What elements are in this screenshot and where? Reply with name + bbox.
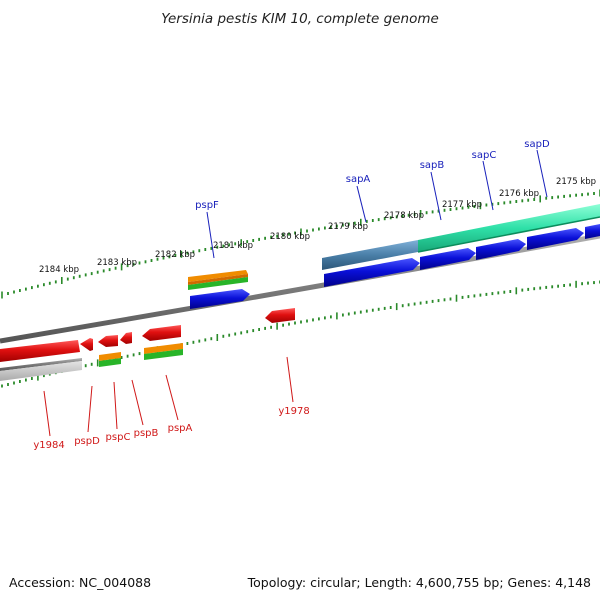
- pspb-cds-arrow: [120, 332, 132, 344]
- outer-scale-track: [1, 189, 600, 299]
- gene-label-pspa: pspA: [168, 423, 193, 434]
- pspc-leader: [113, 381, 118, 430]
- reverse-strand-features: [0, 308, 295, 381]
- scale-label-2175: 2175 kbp: [556, 177, 596, 187]
- y1978-cds-arrow: [265, 308, 295, 323]
- forward-leader-lines: [206, 149, 548, 259]
- gene-label-sapb: sapB: [420, 160, 445, 171]
- y1984-leader: [43, 390, 51, 437]
- scale-label-2182: 2182 kbp: [155, 250, 195, 260]
- y1984-cds-arrow: [0, 340, 80, 362]
- scale-label-2178: 2178 kbp: [384, 211, 424, 221]
- pspf-orange-feature: [188, 270, 248, 282]
- scale-label-2177: 2177 kbp: [442, 200, 482, 210]
- genome-info-text: Topology: circular; Length: 4,600,755 bp…: [247, 575, 591, 590]
- forward-strand-features: [188, 204, 600, 309]
- sapa-leader: [356, 185, 367, 223]
- genome-title: Yersinia pestis KIM 10, complete genome: [161, 11, 439, 27]
- sapd-leader: [536, 149, 548, 198]
- y1984-gray-feature: [0, 358, 82, 371]
- scale-label-2180: 2180 kbp: [270, 232, 310, 242]
- sapc-cds-arrow: [476, 239, 526, 260]
- sapa-cds-arrow: [324, 258, 420, 287]
- next-cds-arrow: [585, 224, 600, 239]
- scale-label-2183: 2183 kbp: [97, 258, 137, 268]
- gene-label-pspb: pspB: [134, 428, 159, 439]
- sap-teal-feature: [418, 204, 600, 252]
- sapb-leader: [430, 171, 442, 221]
- pspa-green-feature: [144, 349, 183, 360]
- scale-label-2181: 2181 kbp: [213, 241, 253, 251]
- sapb-cds-arrow: [420, 248, 476, 270]
- pspb-leader: [131, 379, 144, 426]
- reverse-leader-lines: [43, 356, 294, 437]
- inner-scale-track: [1, 280, 600, 388]
- pspf-orange-feature-shade: [188, 274, 248, 285]
- sapa-steel-feature: [322, 240, 418, 270]
- pspf-green-feature: [188, 277, 248, 290]
- y1978-leader: [286, 356, 294, 403]
- gene-label-sapc: sapC: [472, 150, 497, 161]
- gene-label-sapa: sapA: [346, 174, 371, 185]
- y1984-light-feature: [0, 361, 82, 381]
- gene-label-pspf: pspF: [195, 200, 219, 211]
- scale-label-2184: 2184 kbp: [39, 265, 79, 275]
- pspa-leader: [165, 374, 179, 421]
- pspd-leader: [87, 385, 93, 433]
- reverse-gene-labels: y1984 pspD pspC pspB pspA y1978: [33, 406, 309, 451]
- gene-label-y1978: y1978: [278, 406, 309, 417]
- gene-label-pspd: pspD: [74, 436, 100, 447]
- forward-gene-labels: pspF sapA sapB sapC sapD: [195, 139, 550, 211]
- pspf-leader: [206, 211, 215, 259]
- sap-teal-edge: [417, 216, 600, 253]
- sapd-cds-arrow: [527, 228, 584, 250]
- pspc-cds-arrow: [98, 335, 118, 347]
- pspa-cds-arrow: [142, 325, 181, 341]
- pspc-green-feature: [99, 358, 121, 367]
- gene-label-sapd: sapD: [524, 139, 550, 150]
- scale-label-2179: 2179 kbp: [328, 222, 368, 232]
- scale-label-2176: 2176 kbp: [499, 189, 539, 199]
- pspa-orange-feature: [144, 343, 183, 354]
- pspf-cds-arrow: [190, 289, 250, 309]
- sapc-leader: [482, 160, 494, 211]
- gene-label-y1984: y1984: [33, 440, 64, 451]
- pspd-cds-arrow: [80, 338, 93, 351]
- gene-label-pspc: pspC: [106, 432, 131, 443]
- accession-text: Accession: NC_004088: [9, 575, 151, 590]
- scale-labels: 2184 kbp 2183 kbp 2182 kbp 2181 kbp 2180…: [39, 177, 596, 275]
